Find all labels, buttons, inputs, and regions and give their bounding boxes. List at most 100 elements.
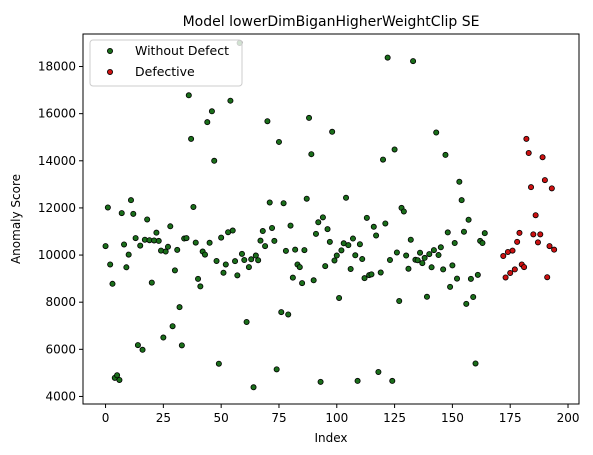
point-defective-10 — [523, 135, 530, 142]
point-without-defect-54 — [227, 97, 234, 104]
point-without-defect-149 — [447, 283, 454, 290]
x-tick-label: 75 — [271, 411, 286, 425]
point-without-defect-55 — [229, 227, 236, 234]
y-tick-label: 10000 — [38, 248, 76, 262]
point-without-defect-28 — [167, 223, 174, 230]
point-without-defect-148 — [444, 229, 451, 236]
point-without-defect-77 — [280, 200, 287, 207]
point-without-defect-108 — [352, 252, 359, 259]
point-without-defect-20 — [148, 279, 155, 286]
point-without-defect-144 — [435, 252, 442, 259]
legend-label-without-defect: Without Defect — [135, 43, 229, 58]
point-without-defect-9 — [123, 264, 130, 271]
point-without-defect-101 — [336, 294, 343, 301]
point-without-defect-123 — [386, 257, 393, 264]
point-without-defect-45 — [206, 239, 213, 246]
point-without-defect-65 — [252, 252, 259, 259]
point-without-defect-115 — [368, 271, 375, 278]
point-without-defect-56 — [232, 258, 239, 265]
point-without-defect-120 — [380, 156, 387, 163]
point-without-defect-74 — [273, 366, 280, 373]
point-without-defect-13 — [132, 235, 139, 242]
point-without-defect-23 — [155, 237, 162, 244]
x-tick-label: 100 — [325, 411, 348, 425]
point-without-defect-159 — [470, 294, 477, 301]
point-without-defect-49 — [215, 360, 222, 367]
point-without-defect-152 — [454, 275, 461, 282]
y-tick-label: 14000 — [38, 154, 76, 168]
x-tick-label: 0 — [102, 411, 110, 425]
point-without-defect-78 — [282, 247, 289, 254]
point-without-defect-7 — [118, 210, 125, 217]
point-defective-16 — [537, 231, 544, 238]
point-without-defect-155 — [460, 228, 467, 235]
point-defective-7 — [516, 229, 523, 236]
point-without-defect-16 — [139, 346, 146, 353]
y-axis-label: Anomaly Score — [9, 174, 23, 264]
point-without-defect-145 — [437, 244, 444, 251]
point-defective-1 — [502, 274, 509, 281]
point-without-defect-133 — [410, 58, 417, 65]
point-defective-14 — [532, 212, 539, 219]
point-without-defect-89 — [308, 151, 315, 158]
point-without-defect-90 — [310, 277, 317, 284]
legend: Without Defect Defective — [89, 39, 243, 87]
point-without-defect-142 — [430, 247, 437, 254]
point-without-defect-67 — [257, 237, 264, 244]
point-without-defect-79 — [285, 311, 292, 318]
point-without-defect-154 — [458, 197, 465, 204]
point-without-defect-43 — [201, 251, 208, 258]
point-without-defect-104 — [343, 194, 350, 201]
point-without-defect-88 — [306, 114, 313, 121]
point-without-defect-118 — [375, 368, 382, 375]
point-without-defect-141 — [428, 264, 435, 271]
point-defective-9 — [521, 264, 528, 271]
point-without-defect-121 — [382, 220, 389, 227]
point-without-defect-63 — [248, 256, 255, 263]
point-defective-19 — [544, 274, 551, 281]
point-without-defect-96 — [324, 226, 331, 233]
point-without-defect-6 — [116, 376, 123, 383]
point-without-defect-59 — [238, 250, 245, 257]
point-without-defect-76 — [278, 309, 285, 316]
point-without-defect-95 — [322, 263, 329, 270]
point-without-defect-39 — [192, 239, 199, 246]
point-without-defect-72 — [269, 224, 276, 231]
point-without-defect-61 — [243, 318, 250, 325]
point-without-defect-15 — [137, 242, 144, 249]
point-defective-6 — [514, 238, 521, 245]
point-defective-22 — [551, 246, 558, 253]
point-without-defect-107 — [349, 235, 356, 242]
y-tick-label: 18000 — [38, 60, 76, 74]
point-without-defect-157 — [465, 216, 472, 223]
x-axis: 0 25 50 75 100 125 150 175 200 — [102, 404, 579, 425]
point-without-defect-111 — [359, 256, 366, 263]
y-tick-label: 16000 — [38, 107, 76, 121]
point-without-defect-91 — [312, 230, 319, 237]
point-without-defect-93 — [317, 378, 324, 385]
point-without-defect-150 — [449, 262, 456, 269]
point-without-defect-116 — [370, 223, 377, 230]
point-without-defect-62 — [245, 264, 252, 271]
point-without-defect-81 — [289, 274, 296, 281]
point-defective-3 — [507, 269, 514, 276]
point-without-defect-8 — [121, 241, 128, 248]
point-without-defect-117 — [373, 232, 380, 239]
point-without-defect-52 — [222, 261, 229, 268]
point-without-defect-86 — [301, 247, 308, 254]
point-without-defect-163 — [479, 240, 486, 247]
point-without-defect-73 — [271, 237, 278, 244]
point-defective-17 — [539, 154, 546, 161]
point-without-defect-12 — [130, 210, 137, 217]
point-without-defect-84 — [296, 264, 303, 271]
point-without-defect-22 — [153, 229, 160, 236]
point-defective-18 — [541, 177, 548, 184]
point-without-defect-47 — [211, 157, 218, 164]
point-without-defect-60 — [241, 257, 248, 264]
point-without-defect-33 — [178, 342, 185, 349]
points-layer — [102, 39, 558, 391]
point-defective-4 — [509, 247, 516, 254]
point-without-defect-68 — [259, 228, 266, 235]
point-without-defect-153 — [456, 178, 463, 185]
